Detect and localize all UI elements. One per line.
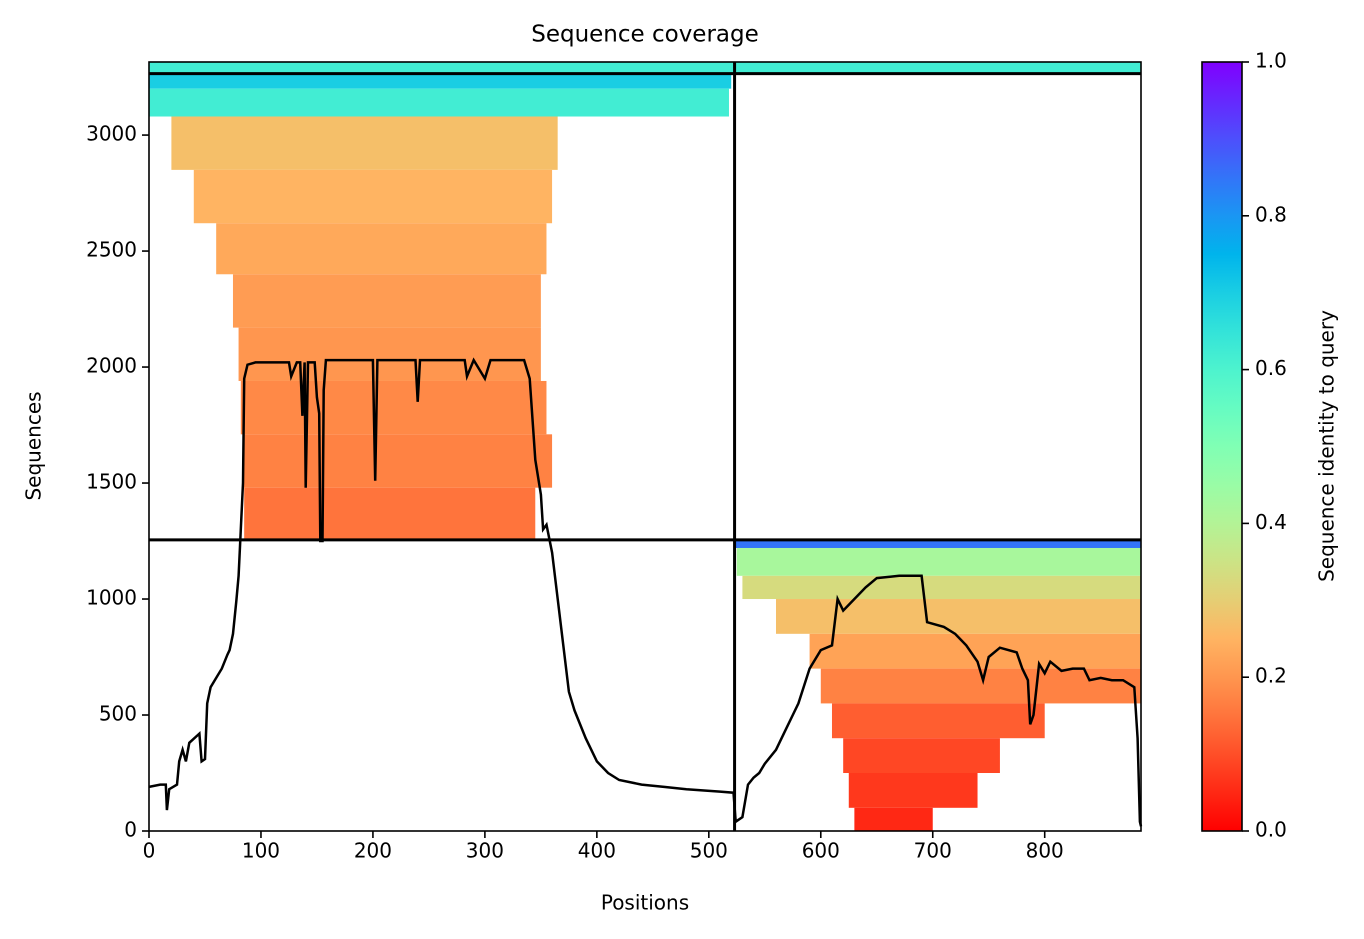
coverage-band: [809, 633, 1141, 669]
y-tick-label: 500: [99, 702, 137, 726]
colorbar-tick-label: 0.0: [1255, 818, 1287, 842]
colorbar-label: Sequence identity to query: [1315, 310, 1339, 582]
coverage-band: [232, 274, 541, 328]
coverage-band: [216, 223, 547, 275]
y-tick-label: 3000: [86, 122, 137, 146]
colorbar-tick-label: 0.6: [1255, 356, 1287, 380]
chart-title: Sequence coverage: [531, 22, 759, 48]
y-tick-label: 1500: [86, 470, 137, 494]
coverage-band: [831, 703, 1045, 739]
y-tick-label: 2000: [86, 354, 137, 378]
coverage-band: [240, 380, 547, 435]
coverage-band: [171, 116, 558, 170]
coverage-band: [149, 62, 1141, 74]
coverage-band: [848, 773, 978, 808]
coverage-band: [736, 547, 1141, 576]
y-tick-label: 1000: [86, 586, 137, 610]
colorbar-tick-label: 0.8: [1255, 202, 1287, 226]
coverage-band: [775, 599, 1141, 634]
coverage-band: [243, 434, 553, 488]
coverage-band: [149, 73, 732, 89]
x-tick-label: 500: [690, 839, 728, 863]
coverage-band: [734, 539, 1141, 548]
coverage-band: [238, 327, 541, 381]
x-tick-label: 400: [578, 839, 616, 863]
coverage-band: [854, 807, 933, 831]
coverage-band: [149, 88, 729, 117]
x-tick-label: 800: [1026, 839, 1064, 863]
coverage-band: [742, 575, 1141, 600]
heatmap: [149, 62, 1141, 831]
coverage-line: [148, 357, 1143, 827]
x-tick-label: 300: [466, 839, 504, 863]
colorbar-tick-label: 0.4: [1255, 510, 1287, 534]
x-tick-label: 600: [802, 839, 840, 863]
x-tick-label: 0: [143, 839, 156, 863]
x-axis-label: Positions: [601, 891, 689, 915]
coverage-band: [193, 169, 553, 224]
coverage-band: [843, 738, 1000, 774]
colorbar: [1201, 61, 1243, 832]
x-tick-label: 700: [914, 839, 952, 863]
y-tick-label: 0: [124, 818, 137, 842]
y-axis-label: Sequences: [22, 391, 46, 500]
colorbar-tick-label: 0.2: [1255, 664, 1287, 688]
colorbar-tick-label: 1.0: [1255, 49, 1287, 73]
x-tick-label: 100: [242, 839, 280, 863]
plot-frame: [148, 61, 1142, 832]
y-tick-label: 2500: [86, 238, 137, 262]
coverage-band: [244, 487, 536, 540]
x-tick-label: 200: [354, 839, 392, 863]
